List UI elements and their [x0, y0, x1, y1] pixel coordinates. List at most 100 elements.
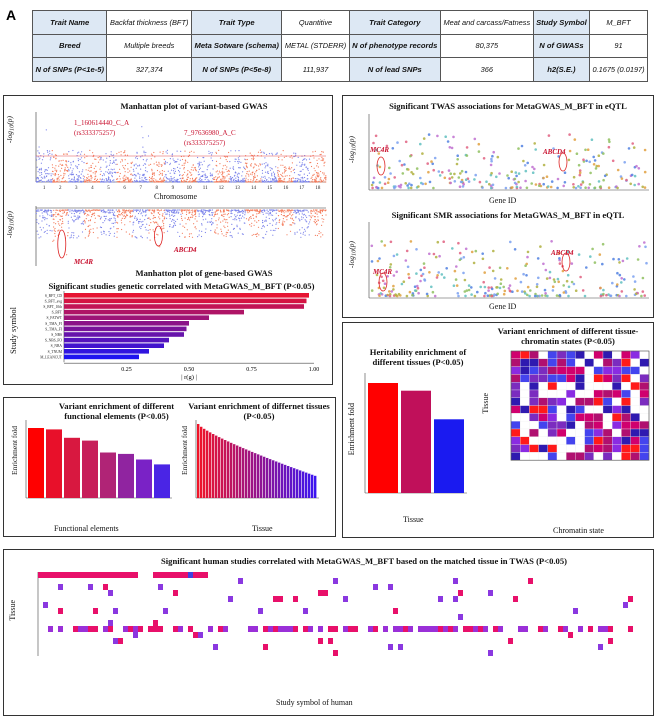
- manhattan-point: [57, 174, 60, 176]
- manhattan-point: [284, 178, 286, 180]
- manhattan-point: [69, 209, 71, 211]
- manhattan-point: [41, 220, 43, 222]
- manhattan-point: [68, 160, 70, 162]
- manhattan-point: [259, 149, 261, 151]
- manhattan-point: [221, 170, 223, 172]
- manhattan-point: [214, 229, 216, 231]
- manhattan-point: [294, 178, 296, 180]
- manhattan-point: [36, 181, 39, 183]
- manhattan-point: [171, 226, 173, 228]
- manhattan-point: [299, 220, 301, 222]
- scatter-point: [506, 174, 509, 177]
- manhattan-point: [39, 168, 41, 170]
- manhattan-point: [232, 167, 234, 169]
- scatter-point: [385, 144, 389, 148]
- manhattan-point: [100, 209, 102, 211]
- manhattan-point: [64, 170, 66, 172]
- manhattan-point: [118, 151, 120, 153]
- manhattan-point: [262, 225, 264, 227]
- manhattan-point: [230, 212, 232, 214]
- scatter-point: [465, 146, 469, 149]
- heatmap-cell: [158, 572, 163, 578]
- manhattan-point: [245, 159, 247, 161]
- manhattan-point: [251, 172, 253, 174]
- heatmap-cell: [547, 436, 558, 445]
- manhattan-point: [222, 180, 224, 182]
- manhattan-point: [81, 231, 84, 233]
- manhattan-point: [189, 219, 191, 221]
- manhattan-point: [277, 173, 279, 175]
- manhattan-point: [186, 173, 188, 175]
- manhattan-point: [153, 174, 155, 176]
- heatmap-cell: [556, 366, 567, 375]
- manhattan-point: [68, 209, 70, 211]
- manhattan-point: [98, 181, 101, 183]
- manhattan-point: [254, 176, 256, 178]
- scatter-point: [437, 170, 441, 173]
- manhattan-point: [68, 151, 70, 153]
- scatter-point: [417, 185, 420, 188]
- manhattan-point: [182, 174, 184, 176]
- scatter-point: [433, 156, 437, 160]
- manhattan-point: [191, 166, 193, 168]
- manhattan-point: [122, 165, 124, 167]
- heatmap-cell: [602, 358, 613, 367]
- scatter-point: [463, 290, 467, 293]
- manhattan-point: [209, 172, 211, 174]
- chromosome-tick: 17: [299, 186, 305, 190]
- manhattan-point: [214, 213, 217, 215]
- manhattan-point: [320, 179, 322, 181]
- table-value-cell: Quantitive: [281, 10, 350, 35]
- manhattan-point: [75, 165, 77, 167]
- heatmap-cell: [547, 350, 558, 359]
- heatmap-cell: [630, 405, 640, 414]
- annotation-snp-2-rs: (rs333375257): [184, 139, 226, 147]
- tissue-bar: [272, 460, 275, 498]
- manhattan-point: [284, 166, 286, 168]
- manhattan-point: [73, 213, 75, 215]
- manhattan-point: [236, 226, 238, 228]
- manhattan-point: [239, 155, 241, 157]
- variant-manhattan-plot: 1 2 3 4 5 6 7 8 9 10 11 12 13 14 15 16 17 18: [35, 112, 327, 190]
- tissue-bar: [212, 434, 215, 498]
- manhattan-point: [264, 220, 266, 222]
- manhattan-point: [243, 222, 245, 224]
- manhattan-point: [303, 213, 306, 215]
- heatmap-cell: [529, 413, 539, 422]
- manhattan-point: [229, 167, 231, 169]
- heatmap-cell: [584, 428, 594, 437]
- heatmap-cell: [556, 413, 567, 422]
- scatter-point: [517, 172, 521, 175]
- manhattan-point: [263, 151, 265, 153]
- heatmap-cell: [333, 650, 338, 656]
- scatter-point: [481, 257, 485, 261]
- manhattan-point: [220, 211, 222, 213]
- scatter-point: [431, 290, 435, 294]
- manhattan-point: [71, 212, 73, 214]
- manhattan-point: [273, 178, 275, 180]
- table-key-cell: N of lead SNPs: [348, 57, 441, 82]
- manhattan-point: [71, 171, 73, 174]
- heatmap-cell: [198, 632, 203, 638]
- manhattan-point: [251, 174, 253, 176]
- manhattan-point: [144, 170, 147, 172]
- manhattan-point: [250, 216, 252, 218]
- manhattan-point: [123, 212, 125, 214]
- manhattan-point: [43, 177, 45, 179]
- tissue-bar: [230, 442, 233, 498]
- manhattan-point: [96, 178, 99, 180]
- manhattan-point: [244, 209, 247, 211]
- manhattan-point: [48, 180, 50, 183]
- manhattan-point: [198, 230, 200, 232]
- manhattan-point: [245, 163, 248, 165]
- manhattan-point: [243, 210, 245, 213]
- heatmap-cell: [593, 413, 604, 422]
- manhattan-point: [169, 179, 171, 181]
- manhattan-point: [129, 210, 131, 212]
- tissue-bar: [233, 444, 236, 498]
- heatmap-cell: [58, 626, 63, 632]
- scatter-point: [432, 186, 435, 190]
- manhattan-point: [133, 170, 135, 172]
- manhattan-point: [269, 167, 271, 169]
- table-value-cell: 327,374: [106, 57, 192, 82]
